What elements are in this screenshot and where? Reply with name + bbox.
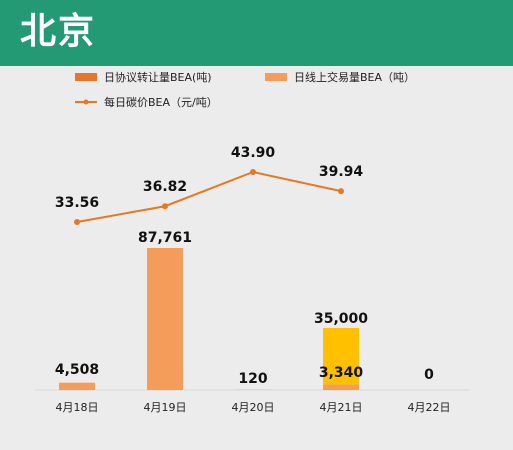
online-bar-1 (147, 248, 183, 390)
bar-label-2: 120 (238, 371, 267, 387)
legend-label-online: 日线上交易量BEA（吨） (294, 70, 415, 84)
x-tick-label-2: 4月20日 (232, 401, 275, 414)
price-point-1 (162, 203, 168, 210)
price-label-1: 36.82 (143, 179, 187, 195)
price-line (76, 170, 342, 223)
bar-label-3: 3,340 (319, 365, 364, 381)
price-label-3: 39.94 (319, 164, 364, 180)
protocol-bar-label-3: 35,000 (314, 311, 368, 327)
x-tick-label-0: 4月18日 (56, 401, 99, 414)
x-tick-label-1: 4月19日 (144, 401, 187, 414)
price-point-2 (250, 169, 256, 175)
legend-label-protocol: 日协议转让量BEA(吨) (104, 70, 212, 84)
price-point-3 (338, 188, 344, 195)
chart: 日协议转让量BEA(吨) 日线上交易量BEA（吨） 每日碳价BEA（元/吨） 4… (35, 70, 470, 414)
x-tick-label-3: 4月21日 (320, 401, 363, 414)
page-header: 北京 (0, 0, 513, 66)
chart-legend: 日协议转让量BEA(吨) 日线上交易量BEA（吨） 每日碳价BEA（元/吨） (75, 70, 415, 109)
x-tick-label-4: 4月22日 (408, 401, 451, 414)
legend-swatch-protocol (75, 73, 97, 81)
bar-label-0: 4,508 (55, 362, 99, 378)
bar-label-1: 87,761 (138, 230, 192, 246)
price-label-2: 43.90 (231, 145, 276, 161)
legend-label-price: 每日碳价BEA（元/吨） (104, 95, 218, 109)
page-title: 北京 (20, 11, 97, 52)
plot-area: 4,508 87,761 120 3,340 0 35,000 33.56 36.82 43.9… (35, 145, 470, 414)
price-label-0: 33.56 (55, 195, 99, 211)
legend-swatch-online (265, 73, 287, 81)
protocol-bar-3 (323, 327, 359, 385)
online-bar-3 (323, 384, 359, 390)
price-point-0 (74, 219, 80, 225)
online-bar-0 (59, 382, 95, 390)
bar-label-4: 0 (424, 367, 434, 383)
legend-swatch-price-marker (83, 99, 89, 105)
